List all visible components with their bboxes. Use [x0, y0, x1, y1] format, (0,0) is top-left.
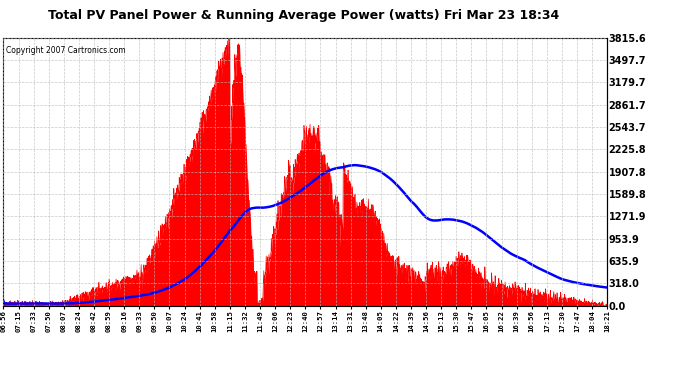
Text: Copyright 2007 Cartronics.com: Copyright 2007 Cartronics.com: [6, 45, 126, 54]
Text: Total PV Panel Power & Running Average Power (watts) Fri Mar 23 18:34: Total PV Panel Power & Running Average P…: [48, 9, 559, 22]
